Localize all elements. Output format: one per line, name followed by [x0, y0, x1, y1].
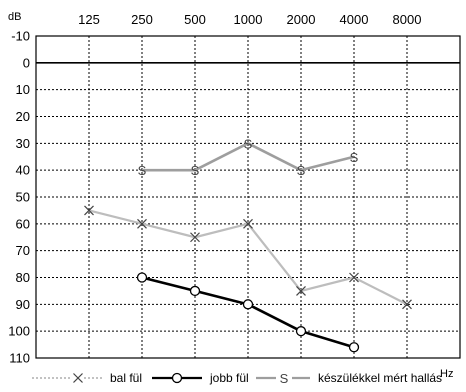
data-series: S S S S S — [84, 136, 412, 353]
data-point-x-marker — [84, 205, 94, 216]
y-tick-label: -10 — [11, 29, 30, 44]
y-tick-label: 10 — [16, 82, 30, 97]
data-point-circle-marker — [136, 272, 148, 283]
legend-entry-2: jobb fül — [152, 371, 249, 385]
data-point-x-marker — [137, 218, 147, 229]
series-2 — [136, 272, 360, 353]
data-point-x-marker — [402, 299, 412, 310]
data-point-s-marker: S — [191, 163, 200, 178]
legend-label: készülékkel mért hallás — [318, 371, 442, 385]
x-tick-labels: 125 250 500 1000 2000 4000 8000 — [78, 12, 421, 27]
x-tick-label: 4000 — [340, 12, 369, 27]
y-tick-label: 80 — [16, 270, 30, 285]
legend-circle-marker — [171, 372, 183, 384]
x-tick-label: 8000 — [393, 12, 422, 27]
x-tick-label: 250 — [131, 12, 153, 27]
x-tick-label: 1000 — [234, 12, 263, 27]
legend-entry-1: bal fül — [32, 371, 142, 385]
data-point-x-marker — [296, 285, 306, 296]
data-point-s-marker: S — [138, 163, 147, 178]
data-point-x-marker — [190, 232, 200, 243]
x-tick-label: 2000 — [287, 12, 316, 27]
y-tick-label: 30 — [16, 136, 30, 151]
data-point-x-marker — [243, 218, 253, 229]
data-point-circle-marker — [242, 299, 254, 310]
legend-x-marker — [73, 373, 83, 383]
data-point-s-marker: S — [244, 136, 253, 151]
legend-label: jobb fül — [209, 371, 249, 385]
y-tick-label: 20 — [16, 109, 30, 124]
series-3: S S S S S — [138, 136, 359, 178]
y-unit-label: dB — [8, 11, 21, 23]
series-line — [142, 142, 355, 172]
y-tick-label: 50 — [16, 190, 30, 205]
data-point-s-marker: S — [350, 150, 359, 165]
x-tick-label: 125 — [78, 12, 100, 27]
data-point-circle-marker — [295, 326, 307, 337]
y-tick-label: 70 — [16, 243, 30, 258]
grid — [35, 35, 461, 359]
y-tick-label: 110 — [9, 351, 30, 366]
x-unit-label: Hz — [440, 368, 453, 380]
legend-s-marker: S — [280, 371, 289, 386]
y-tick-labels: -10 0 10 20 30 40 50 60 70 80 90 100 110 — [8, 29, 30, 366]
legend-label: bal fül — [110, 371, 142, 385]
y-tick-label: 100 — [8, 324, 30, 339]
y-tick-label: 40 — [16, 163, 30, 178]
series-1 — [84, 205, 412, 310]
data-point-x-marker — [349, 272, 359, 283]
data-point-s-marker: S — [297, 163, 306, 178]
y-tick-label: 90 — [16, 297, 30, 312]
data-point-circle-marker — [348, 342, 360, 353]
data-point-circle-marker — [189, 285, 201, 297]
x-tick-label: 500 — [184, 12, 206, 27]
y-tick-label: 0 — [23, 55, 30, 70]
y-tick-label: 60 — [16, 216, 30, 231]
